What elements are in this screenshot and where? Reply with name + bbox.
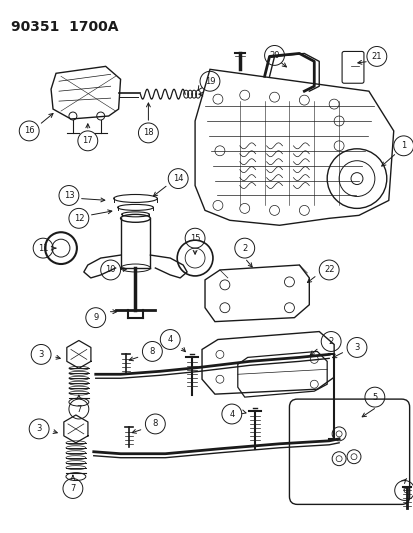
Text: 4: 4	[229, 409, 234, 418]
Text: 5: 5	[371, 393, 377, 402]
Text: 22: 22	[323, 265, 334, 274]
Text: 2: 2	[242, 244, 247, 253]
Text: 4: 4	[167, 335, 173, 344]
Text: 3: 3	[38, 350, 44, 359]
Text: 8: 8	[152, 419, 158, 429]
Text: 16: 16	[24, 126, 34, 135]
Text: 9: 9	[93, 313, 98, 322]
Text: 21: 21	[371, 52, 381, 61]
Text: 15: 15	[190, 233, 200, 243]
Text: 3: 3	[36, 424, 42, 433]
Text: 6: 6	[401, 486, 406, 495]
Text: 12: 12	[74, 214, 84, 223]
Text: 7: 7	[70, 484, 76, 493]
Text: 19: 19	[204, 77, 215, 86]
Text: 8: 8	[150, 347, 155, 356]
Text: 11: 11	[38, 244, 48, 253]
Text: 7: 7	[76, 405, 81, 414]
Text: 2: 2	[328, 337, 333, 346]
Text: 1: 1	[400, 141, 405, 150]
Text: 17: 17	[82, 136, 93, 146]
Text: 14: 14	[173, 174, 183, 183]
Text: 13: 13	[64, 191, 74, 200]
Text: 3: 3	[354, 343, 359, 352]
Text: 10: 10	[105, 265, 116, 274]
Text: 20: 20	[268, 51, 279, 60]
Text: 90351  1700A: 90351 1700A	[11, 20, 119, 34]
Text: 18: 18	[143, 128, 153, 138]
